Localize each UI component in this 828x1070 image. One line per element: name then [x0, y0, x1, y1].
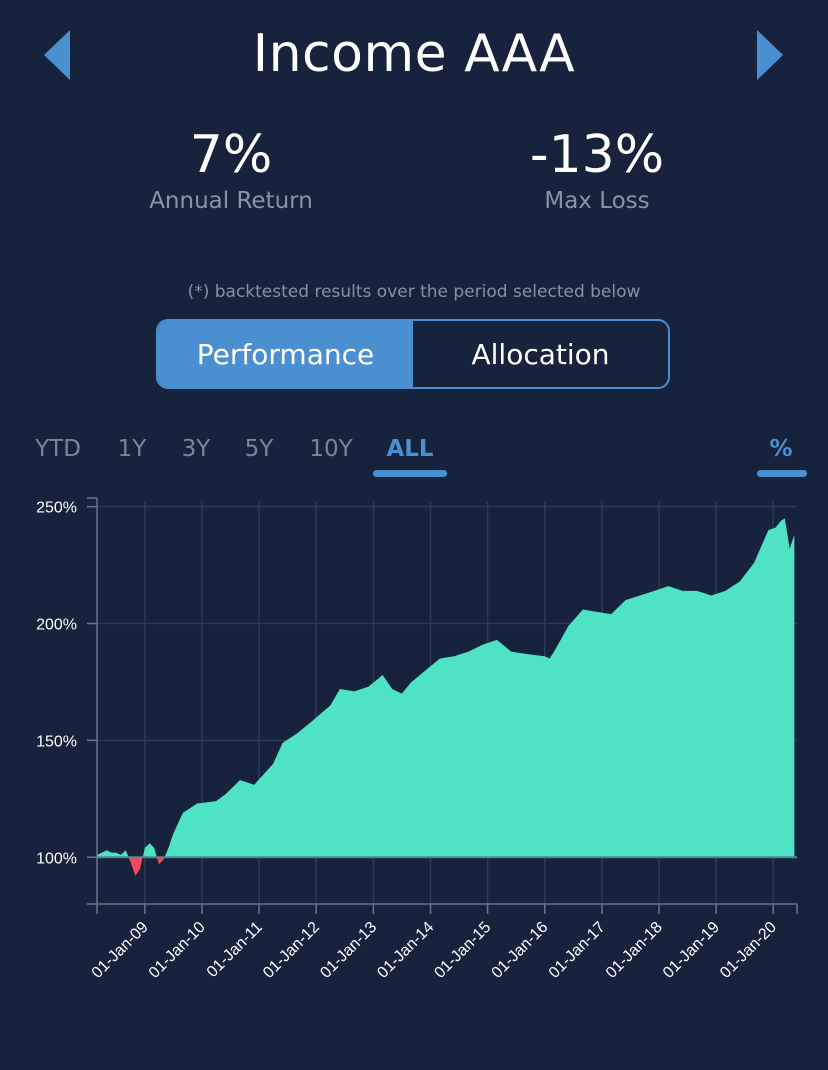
period-3y[interactable]: 3Y — [181, 436, 211, 462]
backtest-footnote: (*) backtested results over the period s… — [187, 282, 641, 302]
period-active-underline — [373, 470, 447, 477]
view-segmented-control: Performance Allocation — [156, 319, 670, 389]
y-tick-label: 250% — [36, 500, 77, 517]
x-tick-label: 01-Jan-13 — [317, 919, 380, 982]
period-selector: YTD 1Y 3Y 5Y 10Y ALL % — [0, 432, 828, 482]
x-tick-label: 01-Jan-18 — [603, 919, 666, 982]
chevron-left-icon[interactable] — [44, 30, 70, 80]
chart-axes — [87, 497, 798, 914]
period-all[interactable]: ALL — [386, 436, 434, 462]
annual-return-label: Annual Return — [149, 188, 313, 214]
gain-area — [97, 518, 795, 858]
y-tick-label: 150% — [36, 733, 77, 750]
y-tick-label: 100% — [36, 850, 77, 867]
chart-area — [97, 518, 795, 876]
period-1y[interactable]: 1Y — [117, 436, 147, 462]
max-loss-stat: -13% Max Loss — [447, 124, 747, 216]
x-tick-label: 01-Jan-16 — [489, 919, 552, 982]
x-tick-label: 01-Jan-20 — [717, 919, 780, 982]
annual-return-value: 7% — [189, 125, 273, 185]
page-title: Income AAA — [252, 24, 576, 84]
percent-toggle-underline — [757, 470, 807, 477]
percent-toggle[interactable]: % — [769, 436, 793, 462]
x-tick-label: 01-Jan-09 — [89, 919, 152, 982]
performance-chart: 100%150%200%250%01-Jan-0901-Jan-1001-Jan… — [36, 497, 798, 982]
tab-allocation[interactable]: Allocation — [471, 337, 610, 371]
x-tick-label: 01-Jan-10 — [146, 919, 209, 982]
period-ytd[interactable]: YTD — [35, 436, 81, 462]
tab-performance[interactable]: Performance — [158, 321, 413, 387]
max-loss-label: Max Loss — [544, 188, 650, 214]
chevron-right-icon[interactable] — [757, 30, 783, 80]
period-5y[interactable]: 5Y — [244, 436, 274, 462]
x-tick-label: 01-Jan-12 — [260, 919, 323, 982]
x-tick-label: 01-Jan-15 — [431, 919, 494, 982]
annual-return-stat: 7% Annual Return — [81, 124, 381, 216]
x-tick-label: 01-Jan-19 — [660, 919, 723, 982]
max-loss-value: -13% — [529, 125, 665, 185]
x-tick-label: 01-Jan-11 — [204, 919, 266, 981]
y-tick-label: 200% — [36, 617, 77, 634]
x-tick-label: 01-Jan-14 — [374, 919, 437, 982]
period-10y[interactable]: 10Y — [309, 436, 353, 462]
x-tick-label: 01-Jan-17 — [546, 919, 609, 982]
